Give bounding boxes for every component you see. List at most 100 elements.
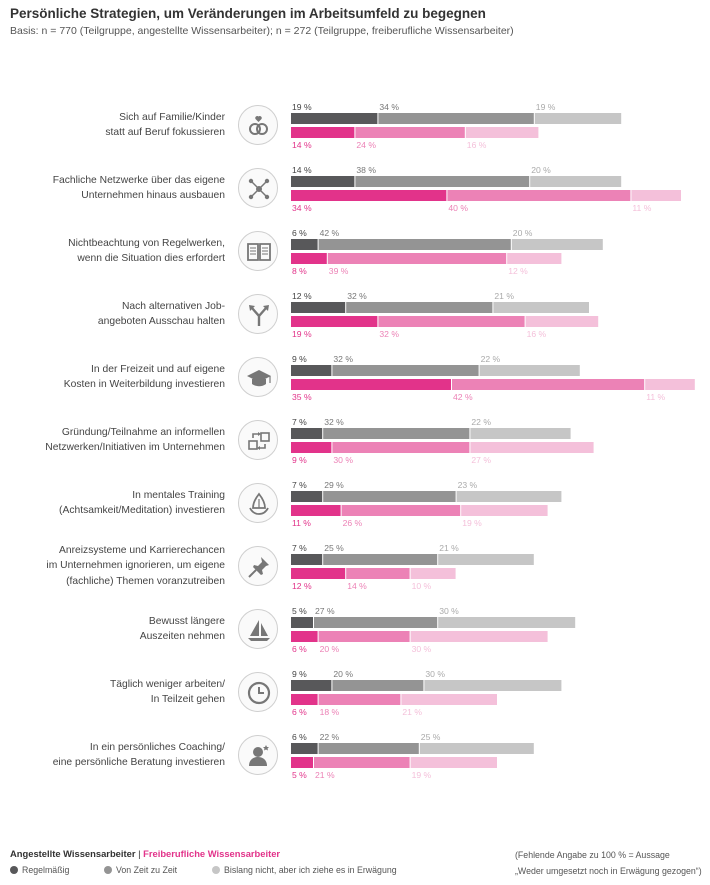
value-label: 19 % bbox=[292, 329, 312, 339]
bar-angestellt-2 bbox=[438, 554, 534, 565]
value-label: 20 % bbox=[513, 228, 533, 238]
category-label-line: In Teilzeit gehen bbox=[150, 694, 225, 705]
pushpin-icon bbox=[238, 546, 278, 586]
value-label: 22 % bbox=[471, 417, 491, 427]
bar-frei-0 bbox=[291, 127, 355, 138]
category-label-line: im Unternehmen ignorieren, um eigene bbox=[46, 560, 225, 572]
value-label: 9 % bbox=[292, 455, 307, 465]
value-label: 19 % bbox=[412, 770, 432, 780]
bar-angestellt-1 bbox=[378, 113, 534, 124]
value-label: 39 % bbox=[329, 266, 349, 276]
bar-angestellt-2 bbox=[470, 428, 571, 439]
value-label: 10 % bbox=[412, 581, 432, 591]
value-label: 38 % bbox=[356, 165, 376, 175]
value-label: 6 % bbox=[292, 644, 307, 654]
value-label: 18 % bbox=[320, 707, 340, 717]
value-label: 12 % bbox=[508, 266, 528, 276]
value-label: 34 % bbox=[379, 102, 399, 112]
bar-angestellt-1 bbox=[323, 554, 438, 565]
bar-angestellt-1 bbox=[332, 365, 479, 376]
sailboat-icon bbox=[238, 609, 278, 649]
value-label: 20 % bbox=[333, 669, 353, 679]
bar-angestellt-2 bbox=[479, 365, 580, 376]
category-label-line: Nichtbeachtung von Regelwerken, bbox=[68, 237, 225, 249]
category-label: Täglich weniger arbeiten/In Teilzeit geh… bbox=[0, 677, 225, 708]
value-label: 14 % bbox=[347, 581, 367, 591]
chart-subtitle: Basis: n = 770 (Teilgruppe, angestellte … bbox=[10, 25, 514, 37]
bar-frei-0 bbox=[291, 568, 346, 579]
legend-item-erwaegung: Bislang nicht, aber ich ziehe es in Erwä… bbox=[212, 865, 397, 875]
value-label: 22 % bbox=[320, 732, 340, 742]
category-label-line: In mentales Training bbox=[132, 489, 225, 501]
stacked-bar-chart: 19 % 34 % 19 % 14 % 24 % 16 % 14 % 38 % 20 % 34 %… bbox=[291, 102, 695, 780]
coaching-person-icon bbox=[238, 735, 278, 775]
category-label: Fachliche Netzwerke über das eigene Unter… bbox=[0, 173, 225, 204]
bar-frei-0 bbox=[291, 253, 327, 264]
legend-dot-icon bbox=[10, 866, 18, 874]
value-label: 19 % bbox=[536, 102, 556, 112]
category-label-line: eine persönliche Beratung investieren bbox=[52, 757, 225, 768]
bar-angestellt-0 bbox=[291, 680, 332, 691]
value-label: 40 % bbox=[448, 203, 468, 213]
value-label: 22 % bbox=[481, 354, 501, 364]
value-label: 29 % bbox=[324, 480, 344, 490]
bar-angestellt-0 bbox=[291, 491, 323, 502]
value-label: 5 % bbox=[292, 770, 307, 780]
value-label: 32 % bbox=[379, 329, 399, 339]
bar-angestellt-0 bbox=[291, 743, 318, 754]
value-label: 27 % bbox=[315, 606, 335, 616]
category-label-line: Unternehmen hinaus ausbauen bbox=[81, 190, 225, 201]
bar-frei-2 bbox=[410, 757, 497, 768]
value-label: 9 % bbox=[292, 669, 307, 679]
category-label: Nach alternativen Job-angeboten Ausschau… bbox=[0, 299, 225, 330]
bar-angestellt-1 bbox=[323, 428, 470, 439]
category-label: Anreizsysteme und Karrierechancen im Unte… bbox=[0, 543, 225, 590]
bar-angestellt-0 bbox=[291, 113, 378, 124]
heart-rings-icon bbox=[238, 105, 278, 145]
value-label: 32 % bbox=[324, 417, 344, 427]
bar-frei-1 bbox=[318, 631, 410, 642]
graduation-cap-icon bbox=[238, 357, 278, 397]
category-label: Sich auf Familie/Kinder statt auf Beruf f… bbox=[0, 110, 225, 141]
value-label: 16 % bbox=[527, 329, 547, 339]
bar-angestellt-2 bbox=[438, 617, 576, 628]
bar-frei-2 bbox=[507, 253, 562, 264]
bar-angestellt-2 bbox=[424, 680, 562, 691]
bar-frei-2 bbox=[461, 505, 548, 516]
category-label-line: Netzwerken/Initiativen im Unternehmen bbox=[45, 442, 225, 453]
bar-frei-0 bbox=[291, 694, 318, 705]
value-label: 19 % bbox=[292, 102, 312, 112]
legend-label: Regelmäßig bbox=[22, 865, 70, 875]
bar-angestellt-0 bbox=[291, 617, 313, 628]
category-label-line: Anreizsysteme und Karrierechancen bbox=[59, 544, 225, 556]
bar-frei-2 bbox=[645, 379, 695, 390]
bar-frei-2 bbox=[410, 568, 456, 579]
bar-angestellt-1 bbox=[332, 680, 424, 691]
value-label: 5 % bbox=[292, 606, 307, 616]
bar-angestellt-2 bbox=[534, 113, 622, 124]
category-label-line: Nach alternativen Job- bbox=[121, 300, 225, 312]
bar-frei-1 bbox=[341, 505, 461, 516]
value-label: 32 % bbox=[347, 291, 367, 301]
footnote-line-1: (Fehlende Angabe zu 100 % = Aussage bbox=[515, 850, 670, 860]
bar-angestellt-0 bbox=[291, 239, 318, 250]
bar-frei-1 bbox=[318, 694, 401, 705]
category-label-line: (fachliche) Themen voranzutreiben bbox=[66, 575, 225, 587]
exchange-arrows-icon bbox=[238, 420, 278, 460]
category-label-line: In der Freizeit und auf eigene bbox=[91, 363, 225, 375]
value-label: 25 % bbox=[421, 732, 441, 742]
category-label-line: statt auf Beruf fokussieren bbox=[105, 127, 225, 138]
value-label: 11 % bbox=[292, 518, 311, 528]
bar-angestellt-1 bbox=[318, 743, 419, 754]
bar-angestellt-2 bbox=[530, 176, 622, 187]
bar-frei-1 bbox=[346, 568, 410, 579]
bar-angestellt-0 bbox=[291, 554, 323, 565]
bar-frei-2 bbox=[525, 316, 599, 327]
value-label: 20 % bbox=[320, 644, 340, 654]
category-label-line: (Achtsamkeit/Meditation) investieren bbox=[59, 505, 225, 516]
value-label: 20 % bbox=[531, 165, 551, 175]
category-label-line: Fachliche Netzwerke über das eigene bbox=[52, 174, 225, 186]
bar-frei-1 bbox=[447, 190, 631, 201]
value-label: 12 % bbox=[292, 291, 312, 301]
category-label: Bewusst längere Auszeiten nehmen bbox=[0, 614, 225, 645]
